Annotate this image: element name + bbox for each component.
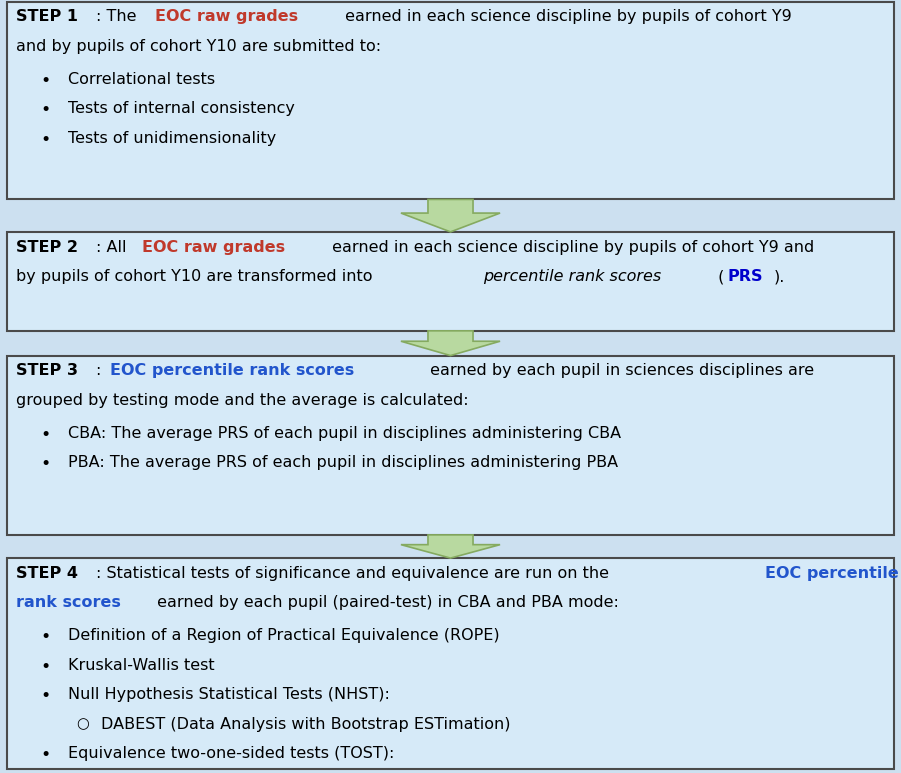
Text: EOC raw grades: EOC raw grades bbox=[142, 240, 286, 254]
Text: ).: ). bbox=[773, 269, 785, 284]
Text: STEP 1: STEP 1 bbox=[16, 9, 78, 24]
Text: Correlational tests: Correlational tests bbox=[68, 72, 214, 87]
Text: earned in each science discipline by pupils of cohort Y9 and: earned in each science discipline by pup… bbox=[327, 240, 815, 254]
Bar bbox=[7, 232, 894, 331]
Text: : The: : The bbox=[96, 9, 141, 24]
Text: Tests of unidimensionality: Tests of unidimensionality bbox=[68, 131, 276, 145]
Text: earned by each pupil in sciences disciplines are: earned by each pupil in sciences discipl… bbox=[425, 363, 814, 378]
Text: EOC percentile rank scores: EOC percentile rank scores bbox=[110, 363, 354, 378]
Bar bbox=[7, 356, 894, 535]
Text: CBA: The average PRS of each pupil in disciplines administering CBA: CBA: The average PRS of each pupil in di… bbox=[68, 426, 621, 441]
Text: rank scores: rank scores bbox=[16, 595, 121, 610]
Text: STEP 3: STEP 3 bbox=[16, 363, 78, 378]
Text: •: • bbox=[41, 72, 50, 90]
Text: Tests of internal consistency: Tests of internal consistency bbox=[68, 101, 295, 116]
Text: PRS: PRS bbox=[727, 269, 763, 284]
Text: •: • bbox=[41, 746, 50, 764]
Text: STEP 2: STEP 2 bbox=[16, 240, 78, 254]
Text: •: • bbox=[41, 426, 50, 444]
Polygon shape bbox=[401, 535, 500, 558]
Text: (: ( bbox=[713, 269, 724, 284]
Polygon shape bbox=[401, 331, 500, 356]
Text: percentile rank scores: percentile rank scores bbox=[483, 269, 661, 284]
Text: Kruskal-Wallis test: Kruskal-Wallis test bbox=[68, 658, 214, 673]
Text: DABEST (Data Analysis with Bootstrap ESTimation): DABEST (Data Analysis with Bootstrap EST… bbox=[101, 717, 510, 731]
Text: •: • bbox=[41, 455, 50, 473]
Text: :: : bbox=[96, 363, 106, 378]
Text: Null Hypothesis Statistical Tests (NHST):: Null Hypothesis Statistical Tests (NHST)… bbox=[68, 687, 389, 702]
Text: : Statistical tests of significance and equivalence are run on the: : Statistical tests of significance and … bbox=[96, 566, 614, 581]
Text: •: • bbox=[41, 101, 50, 119]
Text: •: • bbox=[41, 658, 50, 676]
Text: ○: ○ bbox=[77, 717, 89, 731]
Polygon shape bbox=[401, 199, 500, 232]
Bar bbox=[7, 558, 894, 769]
Bar bbox=[7, 2, 894, 199]
Text: and by pupils of cohort Y10 are submitted to:: and by pupils of cohort Y10 are submitte… bbox=[16, 39, 381, 53]
Text: earned by each pupil (paired-test) in CBA and PBA mode:: earned by each pupil (paired-test) in CB… bbox=[151, 595, 618, 610]
Text: Definition of a Region of Practical Equivalence (ROPE): Definition of a Region of Practical Equi… bbox=[68, 628, 499, 643]
Text: Equivalence two-one-sided tests (TOST):: Equivalence two-one-sided tests (TOST): bbox=[68, 746, 394, 761]
Text: PBA: The average PRS of each pupil in disciplines administering PBA: PBA: The average PRS of each pupil in di… bbox=[68, 455, 618, 470]
Text: •: • bbox=[41, 628, 50, 646]
Text: EOC percentile: EOC percentile bbox=[765, 566, 898, 581]
Text: •: • bbox=[41, 131, 50, 148]
Text: EOC raw grades: EOC raw grades bbox=[155, 9, 298, 24]
Text: grouped by testing mode and the average is calculated:: grouped by testing mode and the average … bbox=[16, 393, 469, 407]
Text: earned in each science discipline by pupils of cohort Y9: earned in each science discipline by pup… bbox=[340, 9, 791, 24]
Text: •: • bbox=[41, 687, 50, 705]
Text: STEP 4: STEP 4 bbox=[16, 566, 78, 581]
Text: : All: : All bbox=[96, 240, 132, 254]
Text: by pupils of cohort Y10 are transformed into: by pupils of cohort Y10 are transformed … bbox=[16, 269, 378, 284]
